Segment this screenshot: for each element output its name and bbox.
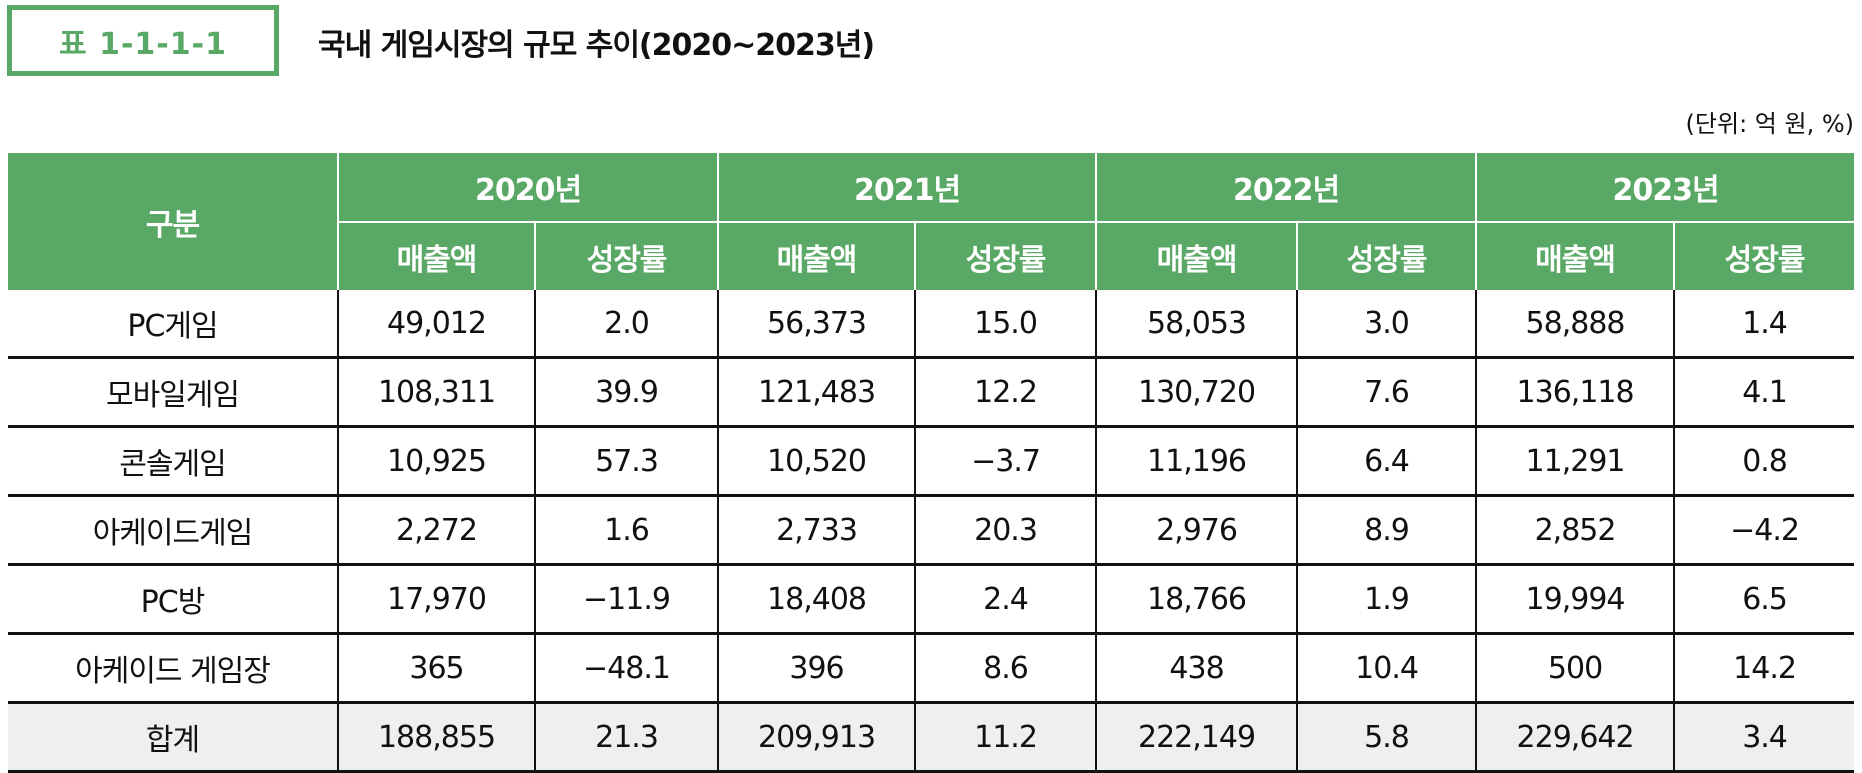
growth-cell: 3.0: [1296, 290, 1477, 359]
growth-cell: 8.6: [914, 633, 1097, 704]
sales-cell: 10,925: [337, 426, 535, 497]
table-row: 모바일게임 108,311 39.9 121,483 12.2 130,720 7.6 136…: [8, 357, 1855, 428]
header-year-2022: 2022년: [1095, 153, 1477, 222]
sales-cell: 2,976: [1095, 495, 1298, 566]
growth-cell: 3.4: [1673, 702, 1855, 773]
growth-cell: 1.6: [533, 495, 719, 566]
table-row: 아케이드 게임장 365 −48.1 396 8.6 438 10.4 500 14.2: [8, 633, 1855, 704]
header-year-2023: 2023년: [1475, 153, 1855, 222]
sales-cell: 130,720: [1095, 357, 1298, 428]
row-category: 합계: [8, 702, 338, 773]
sales-cell: 11,291: [1475, 426, 1675, 497]
row-category: 아케이드 게임장: [8, 633, 338, 704]
growth-cell: 2.0: [533, 290, 719, 359]
sales-cell: 188,855: [337, 702, 535, 773]
table-row: 아케이드게임 2,272 1.6 2,733 20.3 2,976 8.9 2,852 −4.2: [8, 495, 1855, 566]
sales-cell: 121,483: [717, 357, 916, 428]
header-growth: 성장률: [533, 221, 719, 290]
growth-cell: 8.9: [1296, 495, 1477, 566]
sales-cell: 10,520: [717, 426, 916, 497]
sales-cell: 11,196: [1095, 426, 1298, 497]
row-category: PC방: [8, 564, 338, 635]
table-number-box: 표 1-1-1-1: [7, 5, 279, 76]
sales-cell: 136,118: [1475, 357, 1675, 428]
total-row: 합계 188,855 21.3 209,913 11.2 222,149 5.8 229,64…: [8, 702, 1855, 773]
game-market-table: 구분 2020년 2021년 2022년 2023년 매출액 성장률 매출액 성…: [8, 153, 1855, 773]
sales-cell: 18,408: [717, 564, 916, 635]
sales-cell: 222,149: [1095, 702, 1298, 773]
header-growth: 성장률: [914, 221, 1097, 290]
header-sales: 매출액: [717, 221, 916, 290]
sales-cell: 438: [1095, 633, 1298, 704]
sales-cell: 18,766: [1095, 564, 1298, 635]
growth-cell: 0.8: [1673, 426, 1855, 497]
table-row: PC방 17,970 −11.9 18,408 2.4 18,766 1.9 19,994 6.…: [8, 564, 1855, 635]
sales-cell: 108,311: [337, 357, 535, 428]
table-title: 국내 게임시장의 규모 추이(2020~2023년): [318, 28, 875, 63]
row-category: PC게임: [8, 290, 338, 359]
sales-cell: 229,642: [1475, 702, 1675, 773]
table-number: 표 1-1-1-1: [59, 26, 227, 62]
growth-cell: 1.4: [1673, 290, 1855, 359]
header-growth: 성장률: [1673, 221, 1855, 290]
growth-cell: 12.2: [914, 357, 1097, 428]
header-sales: 매출액: [1475, 221, 1675, 290]
growth-cell: 7.6: [1296, 357, 1477, 428]
growth-cell: 20.3: [914, 495, 1097, 566]
sales-cell: 49,012: [337, 290, 535, 359]
sales-cell: 17,970: [337, 564, 535, 635]
header-year-2021: 2021년: [717, 153, 1097, 222]
sales-cell: 396: [717, 633, 916, 704]
row-category: 콘솔게임: [8, 426, 338, 497]
growth-cell: 14.2: [1673, 633, 1855, 704]
growth-cell: 10.4: [1296, 633, 1477, 704]
header-year-2020: 2020년: [336, 153, 719, 222]
row-category: 모바일게임: [8, 357, 338, 428]
growth-cell: 57.3: [533, 426, 719, 497]
header-sales: 매출액: [337, 221, 535, 290]
growth-cell: 39.9: [533, 357, 719, 428]
sales-cell: 58,888: [1475, 290, 1675, 359]
sales-cell: 500: [1475, 633, 1675, 704]
sales-cell: 56,373: [717, 290, 916, 359]
growth-cell: 6.4: [1296, 426, 1477, 497]
header-sales: 매출액: [1095, 221, 1298, 290]
sales-cell: 2,272: [337, 495, 535, 566]
sales-cell: 209,913: [717, 702, 916, 773]
growth-cell: 5.8: [1296, 702, 1477, 773]
growth-cell: −48.1: [533, 633, 719, 704]
table-row: 콘솔게임 10,925 57.3 10,520 −3.7 11,196 6.4 11,291 0…: [8, 426, 1855, 497]
sales-cell: 19,994: [1475, 564, 1675, 635]
growth-cell: 11.2: [914, 702, 1097, 773]
growth-cell: 1.9: [1296, 564, 1477, 635]
growth-cell: 21.3: [533, 702, 719, 773]
sales-cell: 58,053: [1095, 290, 1298, 359]
growth-cell: 6.5: [1673, 564, 1855, 635]
unit-note: (단위: 억 원, %): [1685, 110, 1854, 138]
growth-cell: 4.1: [1673, 357, 1855, 428]
header-growth: 성장률: [1296, 221, 1477, 290]
growth-cell: −4.2: [1673, 495, 1855, 566]
growth-cell: 2.4: [914, 564, 1097, 635]
header-category: 구분: [8, 153, 338, 290]
sales-cell: 2,733: [717, 495, 916, 566]
growth-cell: −11.9: [533, 564, 719, 635]
growth-cell: 15.0: [914, 290, 1097, 359]
table-row: PC게임 49,012 2.0 56,373 15.0 58,053 3.0 58,888 1.…: [8, 290, 1855, 359]
growth-cell: −3.7: [914, 426, 1097, 497]
sales-cell: 365: [337, 633, 535, 704]
sales-cell: 2,852: [1475, 495, 1675, 566]
row-category: 아케이드게임: [8, 495, 338, 566]
